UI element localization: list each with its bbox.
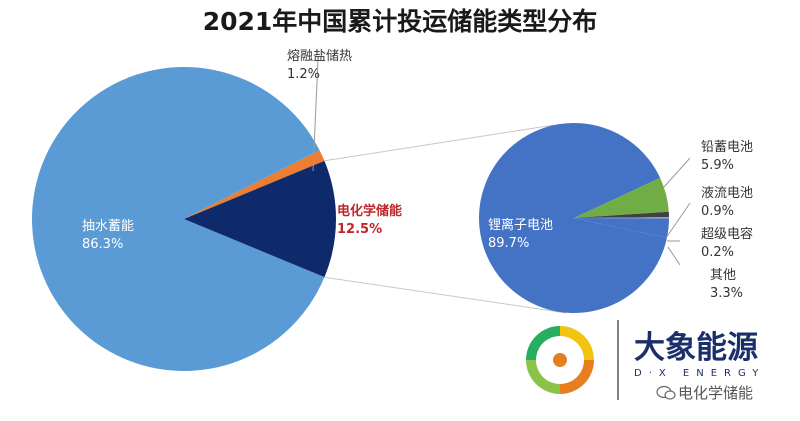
watermark-brand-en: D·X ENERGY [634, 368, 765, 379]
label-molten-salt: 熔融盐储热 [287, 49, 352, 64]
value-flow-battery: 0.9% [701, 204, 734, 219]
value-other: 3.3% [710, 286, 743, 301]
label-lead-acid: 铅蓄电池 [701, 140, 753, 155]
electrochemical-slice-2 [574, 211, 669, 218]
value-lithium-ion: 89.7% [488, 236, 529, 251]
main-slice-1 [184, 150, 325, 219]
watermark-account: 电化学储能 [678, 384, 753, 402]
value-lead-acid: 5.9% [701, 158, 734, 173]
label-other: 其他 [710, 268, 736, 283]
electrochemical-slice-4 [574, 218, 669, 238]
value-electrochemical: 12.5% [337, 222, 382, 237]
electrochemical-pie [479, 123, 670, 314]
connector-line-bottom [324, 276, 567, 314]
value-pumped-hydro: 86.3% [82, 237, 123, 252]
electrochemical-slice-3 [574, 217, 670, 219]
leader-line-flow [665, 202, 691, 239]
label-flow-battery: 液流电池 [701, 186, 753, 201]
wechat-icon [656, 385, 676, 400]
watermark-brand: 大象能源 [634, 330, 758, 366]
chart-title: 2021年中国累计投运储能类型分布 [203, 7, 598, 36]
sunflower-logo-icon [522, 322, 598, 398]
value-molten-salt: 1.2% [287, 67, 320, 82]
electrochemical-slice-0 [479, 123, 667, 314]
label-lithium-ion: 锂离子电池 [488, 217, 553, 233]
electrochemical-slice-1 [574, 177, 669, 218]
value-supercapacitor: 0.2% [701, 245, 734, 260]
label-electrochemical: 电化学储能 [337, 203, 402, 219]
main-slice-2 [184, 160, 337, 278]
main-slice-0 [32, 67, 325, 372]
label-supercapacitor: 超级电容 [701, 226, 753, 242]
leader-line-lead-acid [663, 157, 691, 188]
watermark: 大象能源 D·X ENERGY 电化学储能 [522, 320, 765, 402]
label-pumped-hydro: 抽水蓄能 [82, 219, 134, 234]
connector-line-top [324, 124, 555, 162]
main-pie [32, 67, 337, 372]
leader-line-molten-salt [312, 59, 319, 172]
leader-line-other [667, 246, 681, 266]
